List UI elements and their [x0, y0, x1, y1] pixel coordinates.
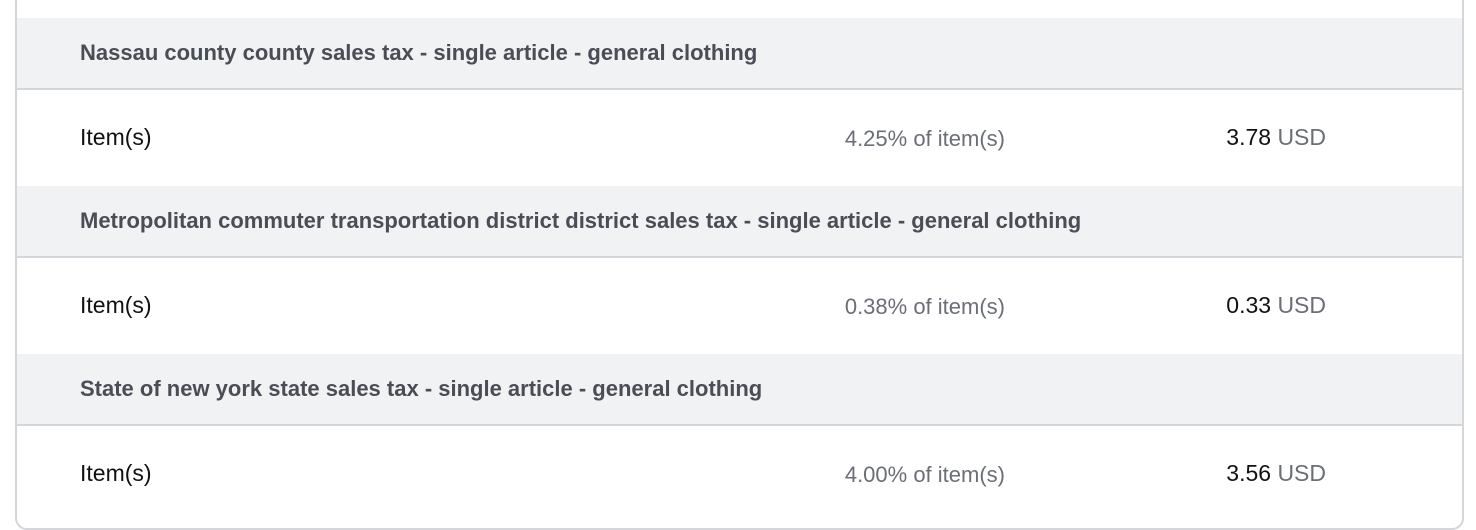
tax-line-row: Item(s) 0.38% of item(s) 0.33 USD	[17, 258, 1462, 354]
amount-value: 3.56	[1226, 460, 1272, 486]
item-label: Item(s)	[80, 460, 152, 486]
item-label: Item(s)	[80, 292, 152, 318]
amount-value: 0.33	[1226, 292, 1272, 318]
tax-line-title: Metropolitan commuter transportation dis…	[17, 186, 1462, 258]
tax-amount: 3.78 USD	[1226, 124, 1326, 151]
amount-value: 3.78	[1226, 124, 1272, 150]
tax-amount: 0.33 USD	[1226, 292, 1326, 319]
tax-breakdown-card: Nassau county county sales tax - single …	[15, 0, 1464, 530]
tax-rate: 4.25% of item(s)	[844, 126, 1005, 151]
tax-rate: 0.38% of item(s)	[844, 294, 1005, 319]
currency: USD	[1277, 292, 1326, 318]
tax-line: State of new york state sales tax - sing…	[17, 354, 1462, 522]
tax-line-row: Item(s) 4.25% of item(s) 3.78 USD	[17, 90, 1462, 186]
tax-line: Metropolitan commuter transportation dis…	[17, 186, 1462, 354]
currency: USD	[1277, 124, 1326, 150]
currency: USD	[1277, 460, 1326, 486]
tax-line-title: State of new york state sales tax - sing…	[17, 354, 1462, 426]
item-label: Item(s)	[80, 124, 152, 150]
tax-line-title: Nassau county county sales tax - single …	[17, 18, 1462, 90]
tax-lines-list: Nassau county county sales tax - single …	[17, 18, 1462, 522]
tax-amount: 3.56 USD	[1226, 460, 1326, 487]
tax-line-row: Item(s) 4.00% of item(s) 3.56 USD	[17, 426, 1462, 522]
tax-line: Nassau county county sales tax - single …	[17, 18, 1462, 186]
tax-rate: 4.00% of item(s)	[844, 462, 1005, 487]
